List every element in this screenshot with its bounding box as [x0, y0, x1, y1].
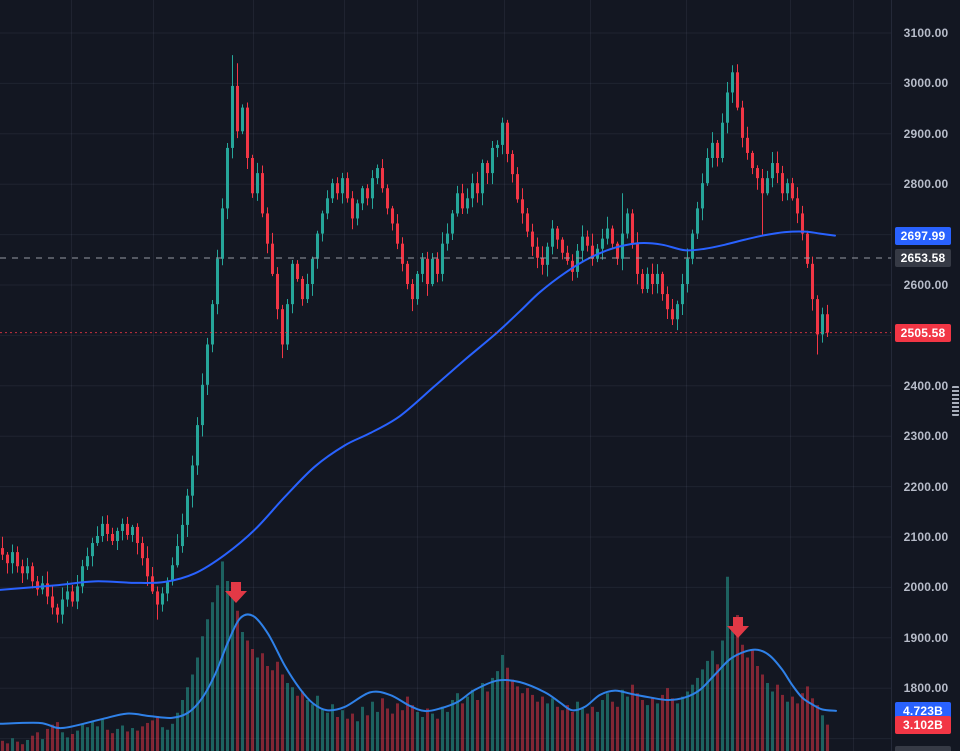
down-arrow-marker	[225, 582, 247, 603]
price-tick-label: 3000.00	[903, 76, 949, 91]
price-tick-label: 2100.00	[903, 530, 949, 544]
price-tick-label: 2000.00	[903, 580, 949, 595]
down-arrow-marker	[727, 617, 749, 638]
volume-spike-arrows	[225, 582, 749, 638]
price-tick-label: 2400.00	[903, 378, 949, 393]
price-chart-pane[interactable]	[0, 0, 891, 751]
price-tick-label: 2800.00	[903, 177, 949, 192]
price-ma-line	[0, 230, 836, 591]
chart-canvas	[0, 0, 891, 751]
candlesticks	[1, 55, 829, 624]
price-tick-label: 2600.00	[903, 278, 949, 292]
price-tick-label: 1900.00	[903, 630, 949, 645]
volume-bars	[1, 561, 829, 751]
volume-value-badge: 3.102B	[895, 715, 951, 734]
price-tick-label: 2300.00	[903, 429, 949, 444]
ma-value-badge: 2697.99	[895, 226, 951, 245]
volume-ma-line	[0, 613, 837, 730]
volume-ma-badge: 4.723B	[895, 701, 951, 720]
clipped-badge	[895, 746, 951, 751]
price-scale-scrollbar[interactable]	[952, 386, 959, 416]
last-price-badge: 2505.58	[895, 323, 951, 342]
price-level-lines	[0, 257, 891, 334]
price-tick-label: 1800.00	[903, 681, 949, 696]
price-tick-label: 3100.00	[903, 26, 949, 40]
price-tick-label: 2900.00	[903, 126, 949, 141]
price-tick-label: 2200.00	[903, 479, 949, 494]
price-axis[interactable]: 3100.00 3000.00 2900.00 2800.00 2600.00 2400.…	[891, 0, 960, 751]
prev-close-badge: 2653.58	[895, 248, 951, 267]
